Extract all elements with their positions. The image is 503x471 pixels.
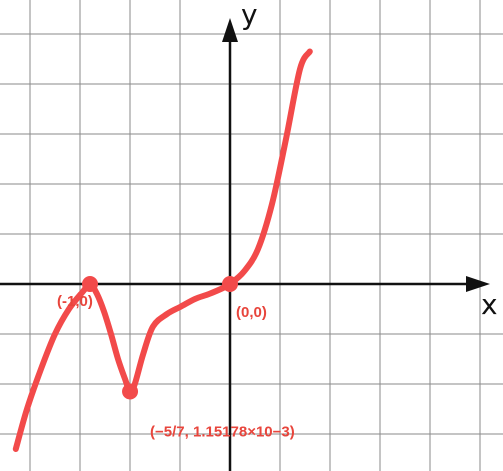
point-label: (0,0)	[236, 304, 267, 321]
y-axis-arrow	[222, 18, 238, 42]
point-marker	[82, 276, 98, 292]
y-axis-label: y	[241, 0, 258, 31]
point-label: (−5/7, 1.15178×10−3)	[150, 424, 295, 441]
series-layer	[12, 48, 313, 452]
point-marker	[222, 276, 238, 292]
function-curve	[12, 48, 313, 452]
point-marker	[122, 383, 139, 400]
point-label: (-1,0)	[57, 293, 93, 310]
x-axis-label: x	[481, 288, 498, 321]
points-layer: (-1,0) (0,0) (−5/7, 1.15178×10−3)	[57, 276, 295, 441]
x-axis-arrow	[466, 276, 490, 292]
